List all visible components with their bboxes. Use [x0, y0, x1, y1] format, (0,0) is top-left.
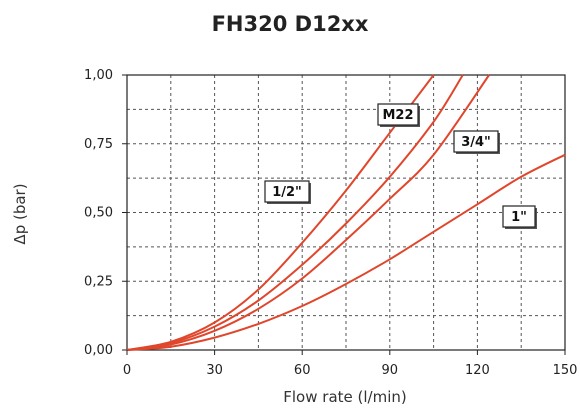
curves: [126, 74, 566, 351]
curve-label-box: [453, 130, 499, 153]
y-tick-label: 0,25: [84, 274, 113, 289]
curve-label: 3/4": [453, 130, 500, 154]
axis-ticks: 0 30 60 90 120 150 0,00 0,25 0,50 0,75 1,00: [84, 68, 577, 378]
curve-label-text: M22: [382, 108, 413, 123]
grid: [127, 75, 565, 350]
curve-label-text: 1/2": [272, 185, 302, 200]
x-tick-label: 30: [206, 363, 223, 378]
curve-label-box: [377, 103, 419, 126]
x-tick-label: 120: [465, 363, 490, 378]
x-axis-label: Flow rate (l/min): [283, 388, 407, 406]
curve-label-text: 3/4": [461, 135, 491, 150]
curve-labels: 1/2" M22 3/4" 1": [264, 103, 537, 229]
y-tick-label: 1,00: [84, 68, 113, 83]
x-tick-label: 60: [294, 363, 311, 378]
y-tick-label: 0,50: [84, 206, 113, 221]
curve-label: 1": [502, 205, 537, 229]
series-line: [126, 74, 464, 351]
series-line: [126, 74, 435, 351]
x-tick-label: 150: [553, 363, 578, 378]
curve-label-text: 1": [511, 210, 527, 225]
y-tick-label: 0,75: [84, 137, 113, 152]
y-tick-label: 0,00: [84, 343, 113, 358]
series-line: [126, 153, 566, 351]
curve-label: M22: [377, 103, 420, 127]
curve-label: 1/2": [264, 180, 311, 204]
x-tick-label: 90: [382, 363, 399, 378]
series-line: [126, 74, 490, 351]
x-tick-label: 0: [123, 363, 131, 378]
curve-label-box: [264, 180, 310, 203]
chart-title: FH320 D12xx: [211, 12, 369, 36]
curve-label-box: [502, 205, 536, 228]
